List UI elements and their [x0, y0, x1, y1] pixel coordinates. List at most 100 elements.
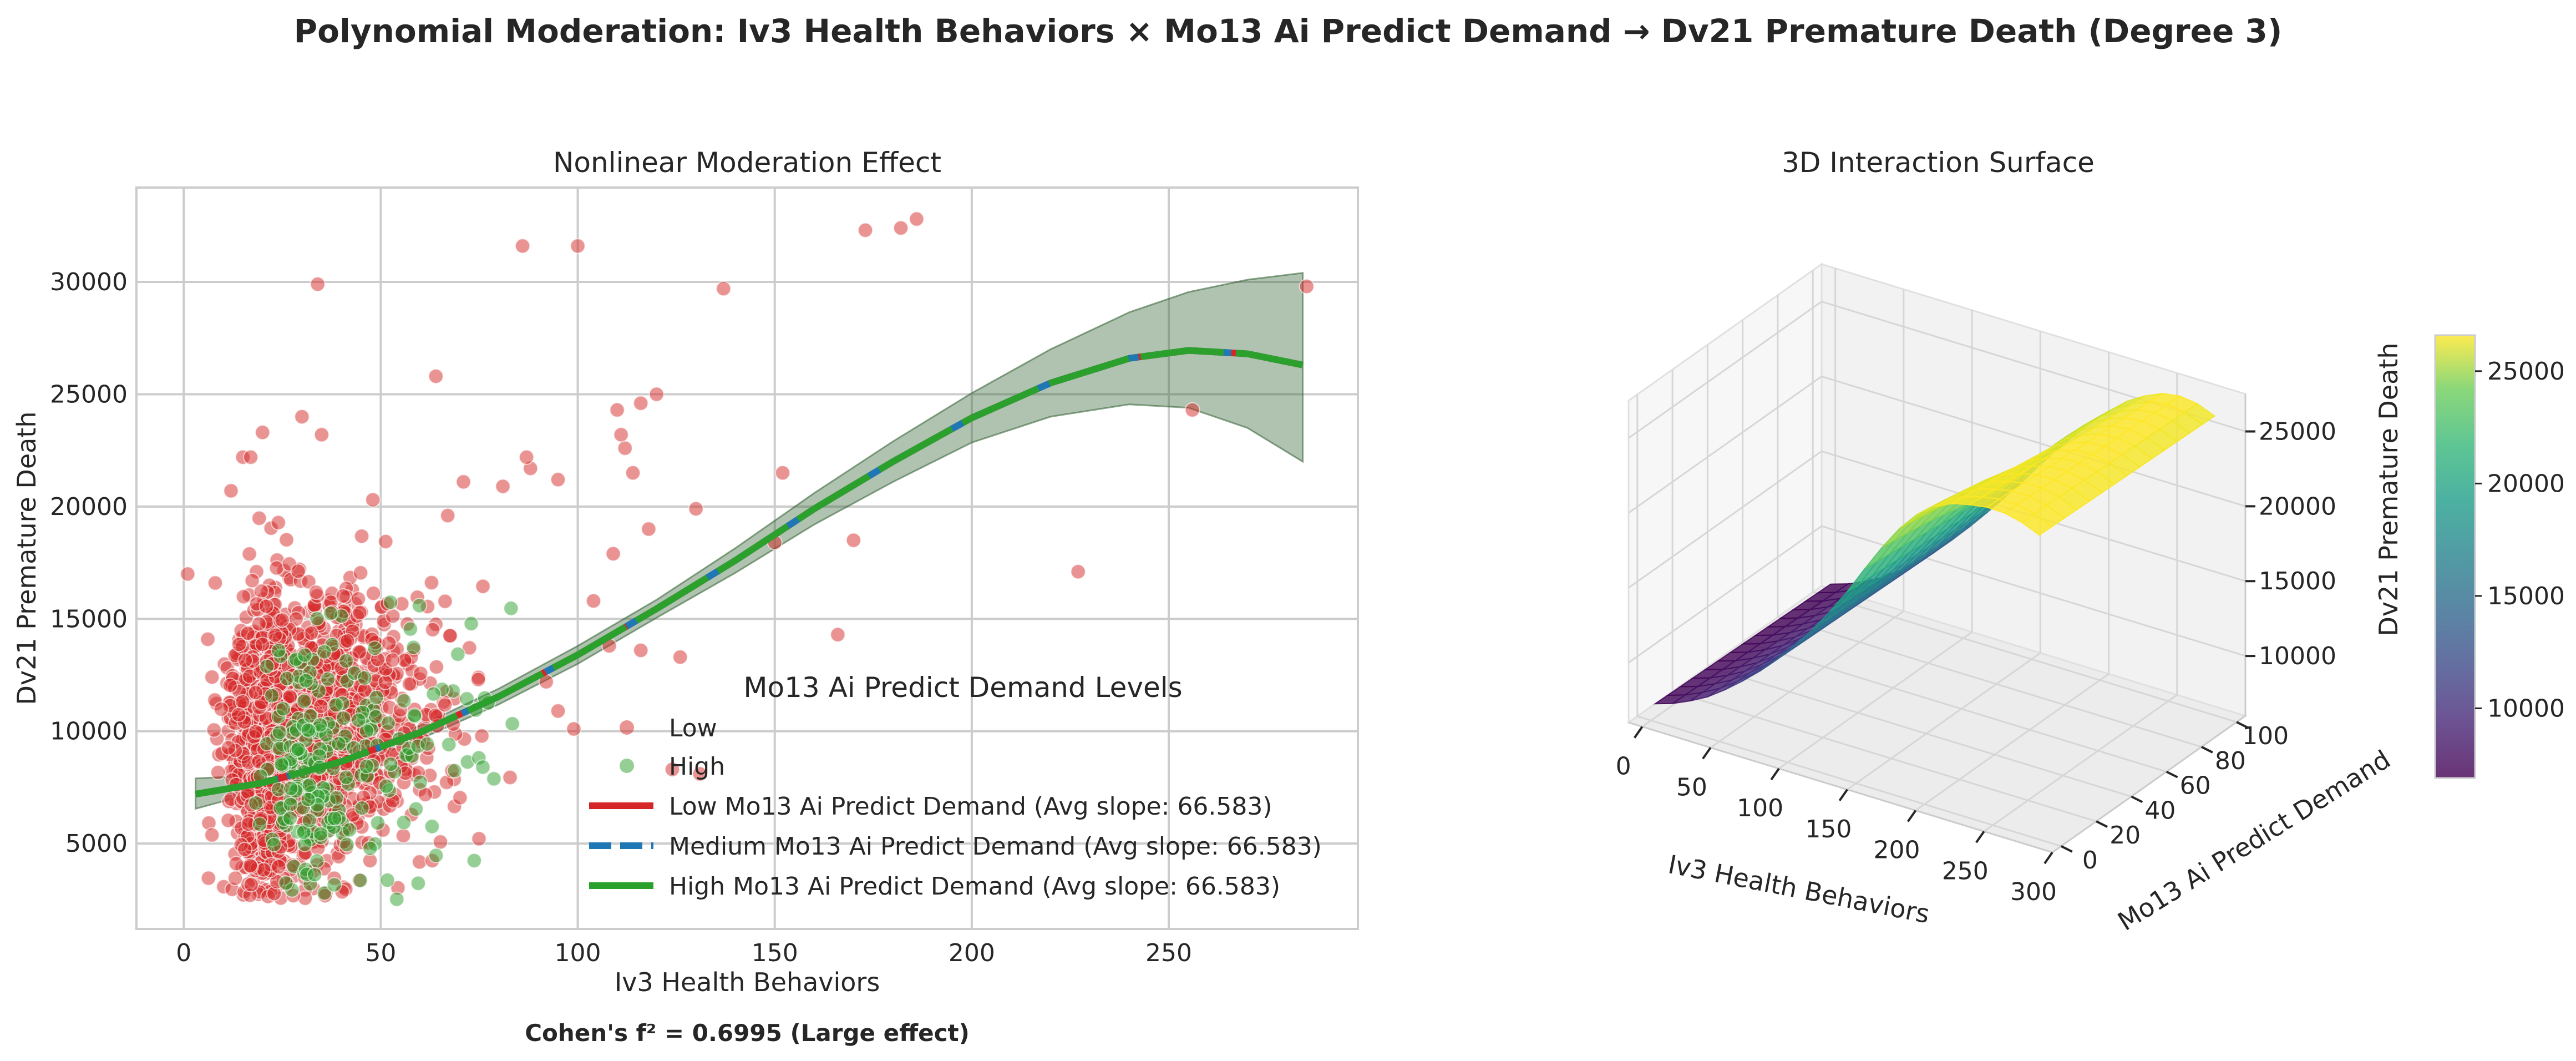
- legend: Mo13 Ai Predict Demand Levels Low High L…: [589, 671, 1322, 901]
- scatter-point-outlier: [207, 575, 224, 591]
- surface-chart: 3D Interaction Surface 05010015020025030…: [1616, 146, 2565, 937]
- scatter-point-high: [328, 790, 344, 806]
- z-pane-gridline: [1628, 525, 2246, 664]
- scatter-point-high: [412, 598, 428, 614]
- scatter-point-high: [283, 780, 299, 796]
- scatter-point-outlier: [909, 211, 925, 227]
- legend-entry-high: High: [669, 752, 725, 781]
- scatter-point-high: [313, 826, 329, 842]
- scatter-point-low: [354, 528, 370, 544]
- y3d-tick-label: 100: [2242, 722, 2289, 750]
- scatter-point-low: [471, 831, 487, 847]
- scatter-point-low: [437, 593, 453, 609]
- y3d-tick-label: 40: [2144, 796, 2176, 825]
- y-pane-gridline: [1742, 320, 2167, 773]
- scatter-point-high: [503, 600, 519, 617]
- confidence-band: [195, 272, 1304, 810]
- scatter-point-outlier: [845, 532, 861, 548]
- scatter-point-outlier: [774, 465, 790, 481]
- scatter-point-low: [424, 575, 439, 590]
- scatter-point-high: [248, 795, 264, 811]
- z3d-tick-label: 25000: [2259, 417, 2336, 446]
- scatter-point-low: [267, 627, 283, 643]
- scatter-point-high: [338, 653, 354, 669]
- x-axis-line: [1628, 721, 2053, 853]
- x3d-tick-label: 300: [2010, 878, 2057, 906]
- scatter-point-outlier: [519, 449, 535, 465]
- scatter-point-outlier: [365, 492, 381, 508]
- scatter-point-low: [303, 625, 320, 641]
- scatter-point-high: [307, 867, 323, 883]
- scatter-point-high: [352, 872, 368, 888]
- scatter-point-low: [206, 722, 222, 738]
- scatter-point-outlier: [566, 721, 582, 737]
- y-pane-gridline: [1777, 295, 2202, 748]
- scatter-point-high: [282, 796, 298, 812]
- x3d-tick-label: 250: [1942, 857, 1989, 885]
- scatter-point-high: [298, 673, 314, 689]
- scatter-point-low: [474, 728, 490, 744]
- x-pane-gridline: [1847, 331, 2041, 790]
- x-tick-mark: [1770, 767, 1780, 781]
- scatter-point-low: [351, 644, 367, 660]
- scatter-point-low: [313, 698, 329, 714]
- scatter-point-low: [221, 740, 236, 756]
- scatter-point-high: [395, 815, 412, 831]
- scatter-point-low: [247, 685, 263, 700]
- scatter-point-high: [358, 723, 374, 739]
- legend-marker-low: [620, 720, 634, 735]
- scatter-point-high: [447, 762, 463, 779]
- scatter-point-low: [452, 790, 468, 806]
- x3d-tick-label: 50: [1676, 773, 1707, 801]
- scatter-point-low: [433, 834, 448, 850]
- scatter-point-outlier: [180, 566, 196, 582]
- scatter-point-low: [335, 588, 351, 604]
- scatter-point-high: [252, 816, 268, 832]
- scatter-point-high: [323, 605, 339, 622]
- y-tick-label: 15000: [50, 605, 128, 633]
- colorbar-tick-label: 10000: [2487, 694, 2565, 723]
- left-x-axis-label: Iv3 Health Behaviors: [615, 967, 880, 997]
- scatter-point-outlier: [294, 408, 310, 425]
- scatter-point-low: [282, 689, 298, 704]
- y-tick-mark: [2096, 820, 2108, 828]
- scatter-point-low: [301, 574, 317, 590]
- scatter-point-outlier: [428, 368, 444, 385]
- scatter-point-outlier: [633, 642, 649, 658]
- scatter-point-high: [407, 708, 422, 724]
- scatter-point-low: [428, 659, 444, 675]
- scatter-point-low: [231, 636, 247, 653]
- scatter-point-low: [242, 857, 258, 873]
- scatter-point-low: [251, 510, 267, 526]
- scatter-point-low: [235, 694, 251, 710]
- x-tick-label: 250: [1145, 939, 1192, 967]
- x-tick-label: 150: [752, 939, 798, 967]
- scatter-point-outlier: [310, 276, 326, 292]
- scatter-point-low: [240, 625, 256, 641]
- scatter-point-outlier: [313, 427, 329, 443]
- scatter-point-high: [266, 837, 282, 853]
- z3d-tick-label: 10000: [2259, 642, 2336, 670]
- y-pane-gridline: [1812, 270, 2237, 723]
- scatter-point-high: [297, 647, 313, 663]
- scatter-point-low: [231, 706, 247, 723]
- scatter-point-high: [368, 709, 384, 725]
- scatter-point-low: [502, 770, 518, 785]
- scatter-point-low: [244, 573, 260, 589]
- scatter-point-high: [383, 594, 399, 610]
- scatter-point-low: [395, 828, 412, 843]
- z3d-tick-label: 20000: [2259, 492, 2336, 521]
- z-pane-gridline: [1628, 300, 2246, 439]
- y-tick-label: 20000: [50, 493, 128, 521]
- x-tick-label: 0: [176, 939, 191, 967]
- scatter-point-outlier: [672, 649, 688, 665]
- y3d-tick-label: 20: [2110, 821, 2141, 850]
- scatter-point-high: [378, 778, 394, 794]
- scatter-point-high: [271, 643, 287, 659]
- scatter-point-high: [362, 840, 378, 856]
- scatter-point-outlier: [716, 281, 732, 297]
- scatter-point-outlier: [625, 465, 641, 481]
- y-tick-mark: [2166, 770, 2178, 779]
- scatter-point-high: [367, 640, 383, 656]
- 3d-axes: 0501001502002503000204060801001000015000…: [1616, 394, 2336, 906]
